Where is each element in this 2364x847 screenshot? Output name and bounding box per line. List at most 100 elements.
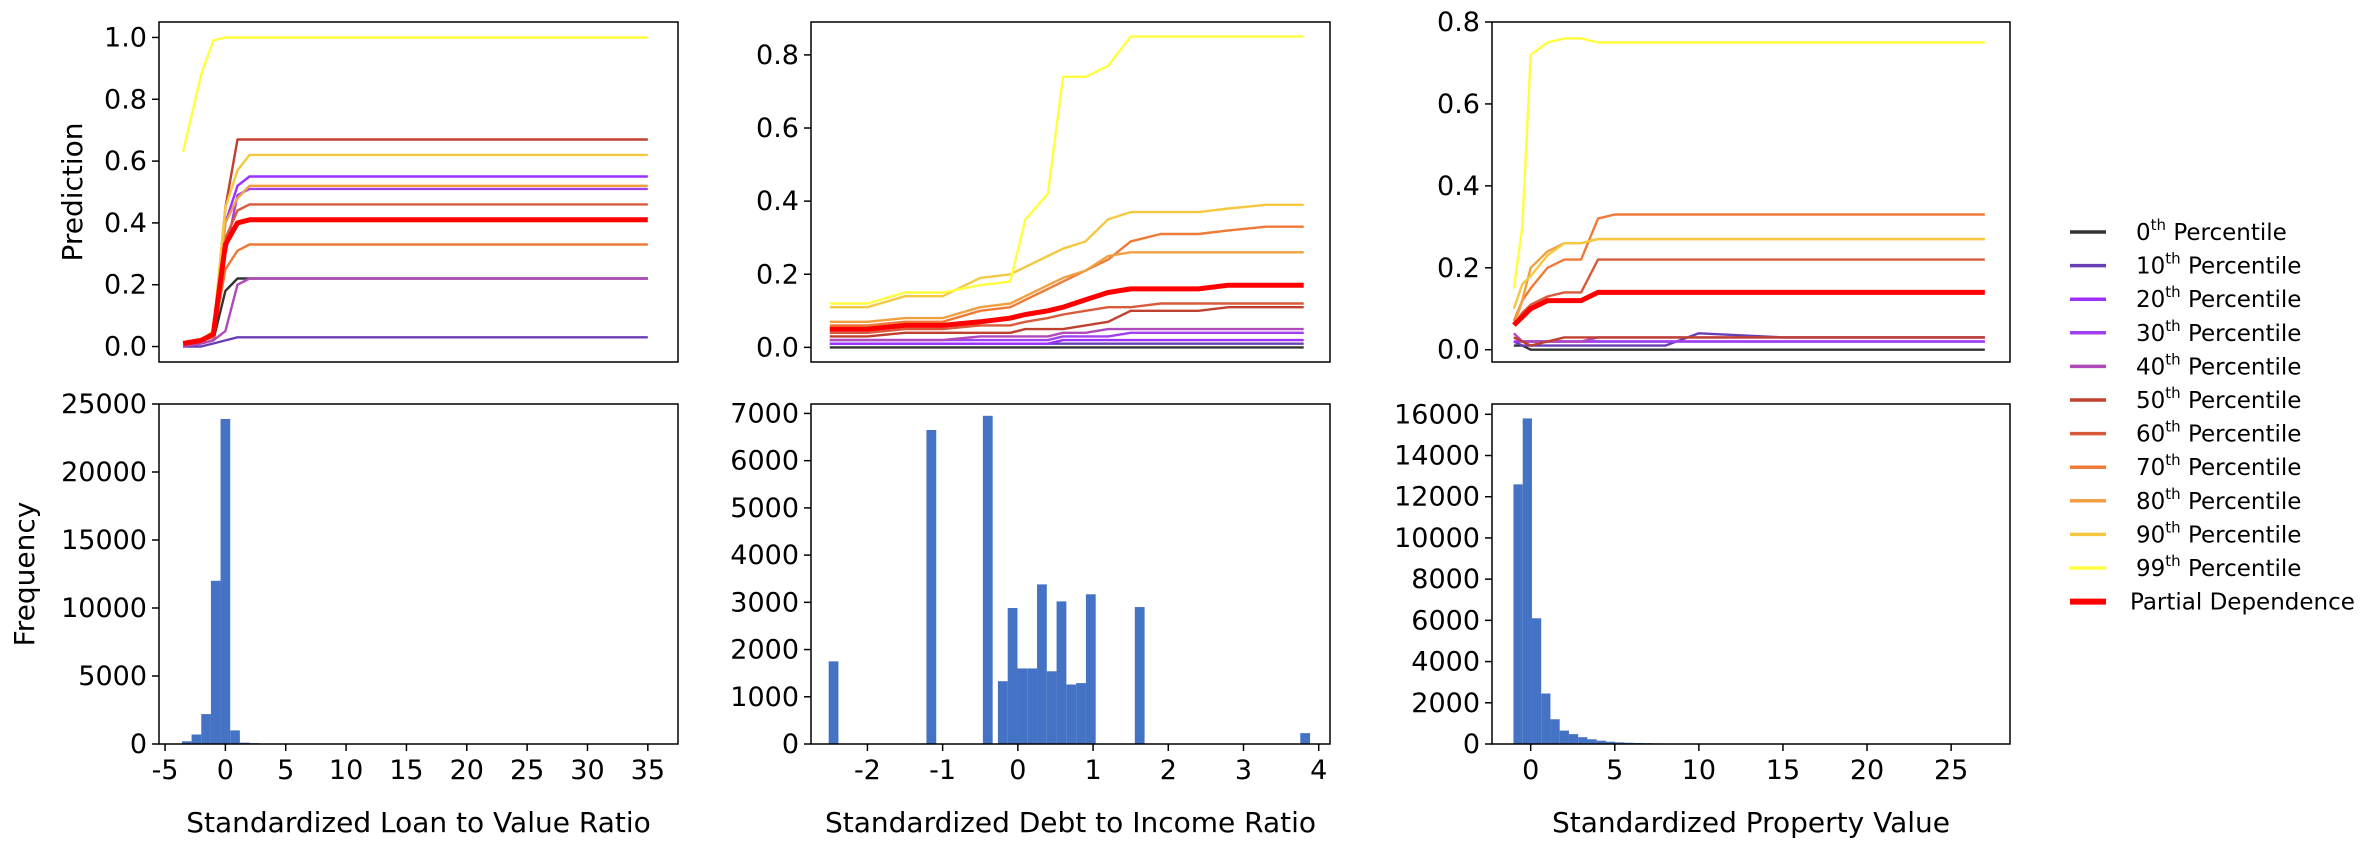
histogram-bar bbox=[1522, 418, 1532, 744]
legend-label: 90th Percentile bbox=[2136, 518, 2301, 548]
x-tick-label: 35 bbox=[631, 755, 665, 786]
legend-item: 20th Percentile bbox=[2070, 283, 2301, 313]
y-tick-label: 10000 bbox=[1394, 523, 1480, 554]
y-tick-label: 8000 bbox=[1411, 564, 1480, 595]
histogram-bar bbox=[1541, 693, 1551, 744]
y-tick-label: 20000 bbox=[61, 457, 147, 488]
legend-item: 80th Percentile bbox=[2070, 485, 2301, 515]
series-line-99th-percentile bbox=[829, 35, 1304, 305]
histogram-bar bbox=[1085, 594, 1096, 744]
histogram-bar bbox=[1568, 734, 1579, 744]
histogram-bar bbox=[1056, 601, 1067, 744]
y-tick-label: 16000 bbox=[1394, 399, 1480, 430]
series-line-10th-percentile bbox=[183, 336, 648, 348]
y-tick-label: 0 bbox=[130, 729, 147, 760]
series-line-0th-percentile bbox=[1513, 344, 1985, 351]
histogram-bar bbox=[997, 681, 1008, 744]
legend-item: 60th Percentile bbox=[2070, 418, 2301, 448]
y-tick-label: 0.4 bbox=[1437, 171, 1480, 202]
series-line-40th-percentile bbox=[829, 327, 1304, 342]
legend-label: 40th Percentile bbox=[2136, 350, 2301, 380]
histogram-bar bbox=[201, 714, 211, 744]
y-tick-label: 7000 bbox=[730, 398, 799, 429]
x-tick-label: 15 bbox=[1766, 755, 1800, 786]
series-line-90th-percentile bbox=[829, 203, 1304, 309]
legend-label: 60th Percentile bbox=[2136, 418, 2301, 448]
y-tick-label: 2000 bbox=[730, 635, 799, 666]
y-tick-label: 0.2 bbox=[756, 259, 799, 290]
y-tick-label: 1.0 bbox=[104, 22, 147, 53]
y-axis-label: Prediction bbox=[56, 122, 89, 261]
axes-frame bbox=[810, 403, 1331, 745]
histogram-bar bbox=[1578, 737, 1588, 744]
series-line-99th-percentile bbox=[1512, 37, 1985, 289]
legend-item: 50th Percentile bbox=[2070, 384, 2301, 414]
series-line-50th-percentile bbox=[1513, 336, 1985, 347]
series-line-80th-percentile bbox=[182, 184, 648, 345]
series-line-20th-percentile bbox=[182, 175, 648, 345]
legend-label: 20th Percentile bbox=[2136, 283, 2301, 313]
x-tick-label: 5 bbox=[1606, 755, 1623, 786]
y-tick-label: 0.0 bbox=[1437, 335, 1480, 366]
series-line-70th-percentile bbox=[182, 243, 648, 345]
histogram-bar bbox=[1017, 668, 1028, 744]
legend-label: 10th Percentile bbox=[2136, 250, 2301, 280]
axes-frame bbox=[158, 403, 679, 745]
histogram-bar bbox=[1596, 740, 1606, 744]
y-tick-label: 12000 bbox=[1394, 482, 1480, 513]
series-line-60th-percentile bbox=[829, 302, 1304, 334]
y-tick-label: 0.6 bbox=[756, 113, 799, 144]
x-tick-label: 1 bbox=[1084, 755, 1101, 786]
x-tick-label: 0 bbox=[217, 755, 234, 786]
x-tick-label: -1 bbox=[929, 755, 956, 786]
y-tick-label: 0.0 bbox=[104, 332, 147, 363]
x-tick-label: 25 bbox=[510, 755, 544, 786]
histogram-bar bbox=[1007, 608, 1018, 744]
histogram-bar bbox=[1550, 719, 1560, 744]
x-tick-label: 3 bbox=[1235, 755, 1252, 786]
histogram-debt-to-income: 0 1000 2000 3000 4000 5000 6000 7000 -2 -1 0 1 2 3 4 St… bbox=[730, 398, 1331, 839]
legend-item: 10th Percentile bbox=[2070, 250, 2301, 280]
y-tick-label: 15000 bbox=[61, 525, 147, 556]
series-line-40th-percentile bbox=[182, 277, 648, 348]
y-tick-label: 4000 bbox=[1411, 647, 1480, 678]
x-tick-label: 20 bbox=[450, 755, 484, 786]
x-tick-label: 25 bbox=[1934, 755, 1968, 786]
series-line-20th-percentile bbox=[829, 338, 1304, 345]
y-tick-label: 5000 bbox=[730, 493, 799, 524]
histogram-bar bbox=[1615, 742, 1625, 744]
x-tick-label: 0 bbox=[1009, 755, 1026, 786]
line-panel-property-value: 0.0 0.2 0.4 0.6 0.8 bbox=[1437, 7, 2011, 366]
histogram-bar bbox=[982, 415, 993, 744]
series-line-60th-percentile bbox=[182, 203, 648, 345]
axes-frame bbox=[1491, 403, 2011, 745]
histogram-bar bbox=[181, 741, 192, 744]
legend-label: 70th Percentile bbox=[2136, 451, 2301, 481]
x-tick-label: -2 bbox=[854, 755, 881, 786]
y-tick-label: 3000 bbox=[730, 587, 799, 618]
legend-item: 0th Percentile bbox=[2070, 216, 2287, 246]
series-line-70th-percentile bbox=[1512, 213, 1985, 322]
y-tick-label: 0 bbox=[782, 729, 799, 760]
y-tick-label: 10000 bbox=[61, 593, 147, 624]
y-tick-label: 0.4 bbox=[104, 208, 147, 239]
line-panel-loan-to-value: 0.0 0.2 0.4 0.6 0.8 1.0 Prediction bbox=[56, 21, 679, 363]
histogram-bar bbox=[1559, 730, 1569, 744]
legend-label: Partial Dependence bbox=[2130, 590, 2355, 616]
axes-frame bbox=[1491, 21, 2011, 363]
y-tick-label: 0.8 bbox=[756, 40, 799, 71]
y-tick-label: 6000 bbox=[1411, 605, 1480, 636]
legend-item: Partial Dependence bbox=[2070, 590, 2355, 616]
series-line-50th-percentile bbox=[182, 138, 648, 345]
y-tick-label: 0.2 bbox=[1437, 253, 1480, 284]
x-tick-label: 15 bbox=[389, 755, 423, 786]
x-tick-label: -5 bbox=[152, 755, 179, 786]
axes-frame bbox=[158, 21, 679, 363]
y-tick-label: 0.2 bbox=[104, 270, 147, 301]
histogram-bar bbox=[1046, 671, 1057, 744]
y-axis-label: Frequency bbox=[8, 502, 41, 647]
y-tick-label: 14000 bbox=[1394, 441, 1480, 472]
histogram-bar bbox=[1076, 683, 1086, 744]
y-tick-label: 1000 bbox=[730, 682, 799, 713]
